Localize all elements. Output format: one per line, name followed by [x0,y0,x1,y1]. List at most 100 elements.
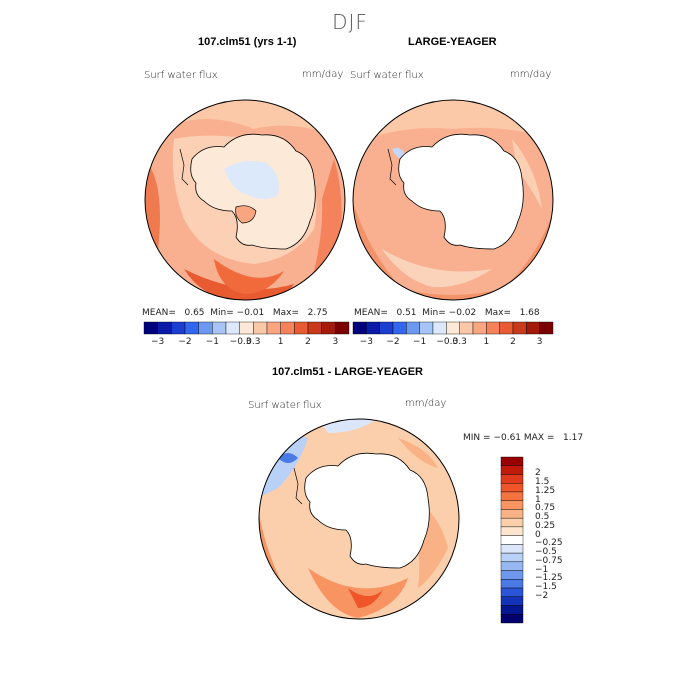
colorbar-diff-tick-label: 0.5 [535,512,550,523]
max-label-diff: MAX = [523,433,555,443]
colorbar-diff-swatch [500,596,524,606]
colorbar-obs [352,321,554,335]
colorbar-ticks-diff: 2 1.5 1.25 1 0.75 0.5 0.25 0 −0.25 −0.5 −0.75 −1 −1.… [527,457,587,623]
colorbar-obs-swatch [539,321,554,335]
colorbar-model-tick-label: −1 [205,337,219,347]
colorbar-diff-swatch [500,491,524,501]
colorbar-diff-tick-label: −1 [535,564,549,575]
colorbar-diff-swatch [500,561,524,571]
variable-label-model: Surf water flux [144,70,218,81]
map-model [144,99,346,301]
figure-title: DJF [332,10,368,34]
colorbar-obs-tick-label: −3 [359,337,373,347]
colorbar-obs-swatch [472,321,487,335]
colorbar-diff-tick-label: 1.25 [535,485,556,496]
colorbar-model-swatch [253,321,268,335]
colorbar-obs-swatch [486,321,500,335]
variable-label-obs: Surf water flux [350,70,424,81]
colorbar-diff-swatch [500,526,524,536]
max-value-obs: 1.68 [519,308,540,318]
colorbar-model-swatch [198,321,213,335]
colorbar-obs-tick-label: 2 [510,337,516,347]
colorbar-obs-tick-label: 1 [483,337,490,347]
colorbar-diff-swatch [500,500,524,510]
colorbar-model-swatch [239,321,254,335]
min-value-diff: −0.61 [493,433,522,443]
colorbar-diff [500,456,524,624]
colorbar-diff-swatch [500,474,524,484]
colorbar-diff-swatch [500,552,524,563]
colorbar-model-swatch [143,321,158,335]
colorbar-obs-tick-label: 3 [536,337,543,347]
colorbar-model-swatch [266,321,281,335]
colorbar-model-tick-label: −2 [178,337,192,347]
colorbar-diff-swatch [500,509,524,519]
colorbar-obs-swatch [379,321,394,335]
colorbar-model-tick-label: −3 [151,337,165,347]
colorbar-model-swatch [184,321,199,335]
colorbar-ticks-obs: −3 −2 −1 −0.3 0.3 1 2 3 [353,337,553,349]
max-label-model: Max= [272,308,299,318]
colorbar-model-swatch [171,321,186,335]
stats-model: MEAN= 0.65 Min= −0.01 Max= 2.75 [142,308,328,318]
colorbar-diff-tick-label: 0.75 [535,503,556,514]
colorbar-obs-swatch [392,321,407,335]
colorbar-diff-tick-label: 0.25 [535,520,556,531]
colorbar-obs-swatch [419,321,434,335]
colorbar-diff-tick-label: −1.25 [535,573,563,584]
colorbar-model-swatch [335,321,350,335]
colorbar-obs-swatch [499,321,514,335]
colorbar-obs-swatch [352,321,367,335]
colorbar-diff-swatch [500,456,524,466]
mean-label-model: MEAN= [142,308,176,318]
colorbar-model-swatch [225,321,240,335]
colorbar-obs-tick-label: −0.3 [436,337,459,347]
colorbar-diff-tick-label: 1.5 [535,477,550,488]
colorbar-diff-tick-label: −0.25 [535,538,563,549]
colorbar-diff-swatch [500,614,524,624]
colorbar-model-tick-label: 2 [305,337,311,347]
colorbar-model-swatch [280,321,295,335]
colorbar-diff-tick-label: −0.5 [535,547,557,558]
mean-label-obs: MEAN= [354,308,388,318]
panel-title-diff: 107.clm51 - LARGE-YEAGER [272,366,423,378]
colorbar-obs-swatch [432,321,447,335]
panel-title-obs: LARGE-YEAGER [408,36,497,48]
colorbar-diff-swatch [500,605,524,615]
colorbar-diff-swatch [500,465,524,475]
max-label-obs: Max= [484,308,511,318]
colorbar-model-tick-label: −0.3 [229,337,252,347]
colorbar-diff-tick-label: −1.5 [535,582,557,593]
colorbar-diff-swatch [500,517,524,528]
colorbar-obs-swatch [366,321,380,335]
map-diff [258,418,460,620]
stats-diff: MIN = −0.61 MAX = 1.17 [463,433,583,443]
colorbar-model [143,321,350,335]
colorbar-diff-swatch [500,535,524,545]
max-value-diff: 1.17 [563,433,584,443]
colorbar-ticks-model: −3 −2 −1 −0.3 0.3 1 2 3 [144,337,349,349]
colorbar-model-swatch [294,321,309,335]
colorbar-obs-swatch [406,321,420,335]
colorbar-model-tick-label: 0.3 [246,337,261,347]
colorbar-obs-swatch [459,321,474,335]
colorbar-diff-tick-label: 1 [535,494,541,505]
min-label-diff: MIN = [463,433,491,443]
colorbar-diff-tick-label: 2 [535,468,541,479]
units-label-obs: mm/day [510,69,552,80]
colorbar-diff-swatch [500,544,524,554]
min-label-model: Min= [210,308,234,318]
colorbar-diff-swatch [500,587,524,597]
colorbar-model-swatch [157,321,172,335]
min-label-obs: Min= [422,308,446,318]
colorbar-model-swatch [307,321,322,335]
colorbar-model-swatch [321,321,336,335]
max-value-model: 2.75 [307,308,328,318]
colorbar-diff-swatch [500,570,524,580]
colorbar-obs-swatch [446,321,460,335]
panel-title-model: 107.clm51 (yrs 1-1) [198,36,297,48]
colorbar-diff-tick-label: −0.75 [535,555,563,566]
mean-value-obs: 0.51 [396,308,417,318]
colorbar-obs-swatch [526,321,540,335]
colorbar-obs-swatch [512,321,527,335]
